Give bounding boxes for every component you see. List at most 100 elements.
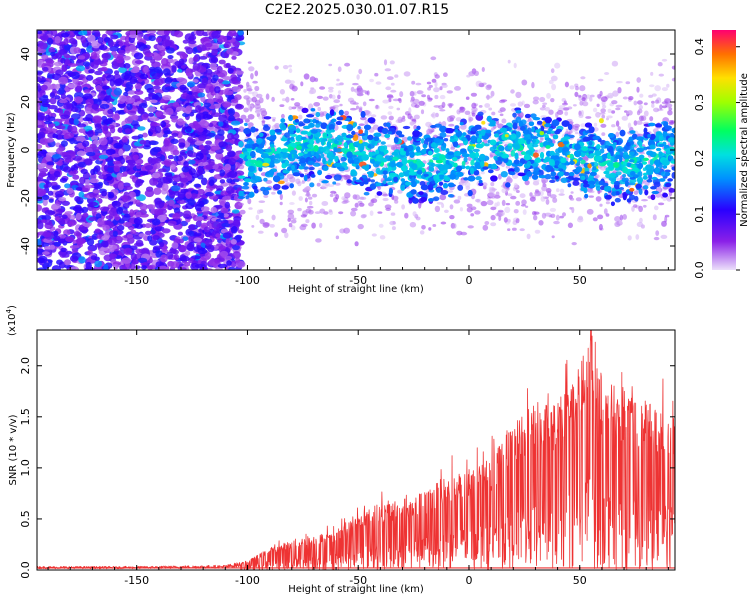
spectrogram-blob	[226, 48, 234, 55]
spectrogram-blob	[515, 200, 521, 206]
spectrogram-blob	[251, 225, 255, 228]
spectrogram-blob	[148, 92, 154, 97]
spectrogram-blob	[328, 209, 333, 213]
spectrogram-blob	[45, 155, 52, 162]
spectrogram-blob	[37, 204, 43, 212]
spectrogram-blob	[225, 62, 231, 68]
spectrogram-blob	[195, 105, 202, 113]
spectrogram-blob	[107, 237, 117, 246]
spectrogram-blob	[222, 232, 232, 239]
spectrogram-blob	[381, 191, 387, 195]
spectrogram-blob	[189, 112, 195, 117]
spectrogram-blob	[188, 235, 195, 243]
spectrogram-blob	[227, 252, 234, 257]
spectrogram-blob	[149, 99, 158, 104]
spectrogram-blob	[661, 87, 669, 92]
spectrogram-blob	[146, 204, 156, 210]
spectrogram-blob	[415, 82, 422, 86]
spectrogram-blob	[551, 83, 557, 91]
spectrogram-blob	[654, 85, 661, 92]
spectrogram-blob	[44, 120, 53, 125]
spectrogram-blob	[112, 230, 118, 237]
spectrogram-blob	[335, 194, 340, 200]
spectrogram-blob	[384, 204, 392, 209]
spectrogram-blob	[643, 204, 647, 208]
spectrogram-blob	[428, 97, 433, 101]
spectrogram-blob	[49, 92, 56, 98]
spectrogram-blob	[185, 105, 193, 112]
spectrogram-blob	[185, 191, 192, 199]
spectrogram-blob	[162, 183, 169, 192]
spectrogram-blob	[249, 106, 253, 112]
spectrogram-blob	[153, 66, 162, 74]
spectrogram-blob	[271, 214, 276, 221]
spectrogram-blob	[40, 163, 47, 167]
spectrogram-blob	[319, 208, 326, 214]
spectrogram-blob	[252, 80, 258, 84]
spectrogram-blob	[64, 264, 72, 269]
spectrogram-blob	[478, 105, 483, 108]
spectrogram-blob	[567, 222, 574, 229]
spectrogram-blob	[487, 192, 495, 197]
spectrogram-blob	[134, 60, 144, 65]
spectrogram-blob	[192, 56, 199, 62]
spectrogram-blob	[133, 265, 141, 270]
spectrogram-blob	[388, 105, 394, 110]
spectrogram-blob	[592, 217, 598, 222]
spectrogram-blob	[453, 199, 461, 204]
spectrogram-blob	[177, 231, 183, 236]
spectrogram-blob	[167, 55, 174, 59]
spectrogram-blob	[439, 86, 443, 91]
spectrogram-blob	[279, 104, 285, 107]
spectrogram-blob	[382, 193, 389, 197]
spectrogram-blob	[513, 62, 517, 69]
spectrogram-blob	[187, 199, 196, 206]
spectrogram-blob	[93, 60, 104, 65]
spectrogram-blob	[116, 172, 122, 181]
spectrogram-blob	[150, 147, 158, 156]
spectrogram-blob	[652, 214, 657, 221]
spectrogram-blob	[44, 219, 53, 225]
spectrogram-blob	[627, 122, 632, 129]
spectrogram-blob	[173, 190, 180, 196]
spectrogram-blob	[214, 258, 220, 264]
spectrogram-blob	[554, 62, 561, 69]
spectrogram-blob	[63, 134, 70, 140]
spectrogram-blob	[559, 215, 564, 219]
spectrogram-blob	[562, 212, 566, 217]
spectrogram-blob	[589, 94, 595, 98]
spectrogram-blob	[57, 160, 63, 167]
spectrogram-blob	[75, 237, 86, 245]
spectrogram-blob	[111, 50, 117, 56]
spectrogram-blob	[44, 209, 55, 216]
spectrogram-blob	[53, 61, 64, 67]
spectrogram-blob	[135, 211, 142, 218]
spectrogram-blob	[231, 209, 240, 214]
spectrogram-blob	[151, 218, 161, 226]
spectrogram-blob	[336, 78, 340, 82]
spectrogram-blob	[64, 183, 71, 189]
spectrogram-blob	[410, 99, 414, 103]
spectrogram-blob	[133, 158, 144, 165]
spectrogram-blob	[77, 123, 87, 128]
spectrogram-blob	[42, 194, 50, 201]
spectrogram-blob	[211, 221, 221, 229]
spectrogram-blob	[232, 41, 241, 47]
spectrogram-blob	[654, 205, 659, 211]
spectrogram-blob	[103, 124, 109, 131]
spectrogram-blob	[77, 161, 87, 168]
spectrogram-blob	[230, 239, 237, 245]
spectrogram-blob	[197, 131, 203, 136]
spectrogram-blob	[109, 78, 115, 87]
spectrogram-blob	[224, 201, 230, 209]
spectrogram-blob	[539, 137, 544, 141]
spectrogram-blob	[111, 200, 121, 208]
spectrogram-blob	[189, 35, 197, 41]
spectrogram-blob	[178, 142, 186, 148]
spectrogram-blob	[259, 97, 264, 104]
spectrogram-blob	[510, 103, 516, 107]
spectrogram-blob	[362, 101, 367, 107]
spectrogram-blob	[102, 224, 110, 232]
spectrogram-blob	[657, 61, 663, 67]
spectrogram-blob	[124, 70, 132, 76]
